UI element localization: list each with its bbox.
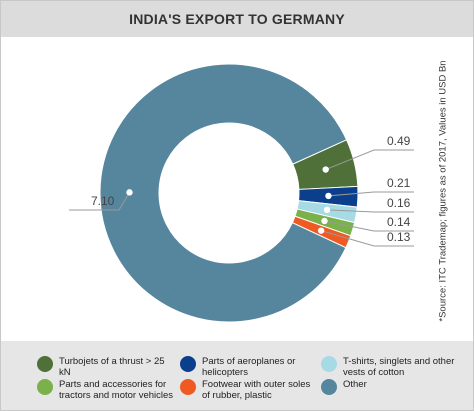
value-label-other: 7.10 — [91, 194, 115, 208]
legend-item-other: Other — [321, 379, 453, 395]
slice-marker-tshirts — [323, 206, 331, 214]
legend-swatch-tractor-parts — [37, 379, 53, 395]
chart-title: INDIA'S EXPORT TO GERMANY — [129, 11, 345, 27]
value-label-turbojets: 0.49 — [387, 134, 411, 148]
legend-item-aeroplane-parts: Parts of aeroplanes or helicopters — [180, 356, 302, 378]
value-label-aeroplane-parts: 0.21 — [387, 176, 411, 190]
leader-line-tshirts — [327, 209, 414, 213]
legend: Turbojets of a thrust > 25 kN Parts of a… — [1, 341, 473, 410]
legend-item-tractor-parts: Parts and accessories for tractors and m… — [37, 379, 179, 401]
legend-item-footwear: Footwear with outer soles of rubber, pla… — [180, 379, 314, 401]
legend-label-aeroplane-parts: Parts of aeroplanes or helicopters — [202, 356, 296, 378]
value-label-footwear: 0.13 — [387, 230, 411, 244]
value-label-tractor-parts: 0.14 — [387, 215, 411, 229]
legend-swatch-aeroplane-parts — [180, 356, 196, 372]
legend-item-tshirts: T-shirts, singlets and other vests of co… — [321, 356, 461, 378]
leader-line-turbojets — [325, 149, 414, 171]
legend-swatch-footwear — [180, 379, 196, 395]
slice-marker-aeroplane-parts — [325, 192, 332, 200]
leader-line-footwear — [320, 230, 414, 247]
legend-swatch-tshirts — [321, 356, 337, 372]
legend-label-other: Other — [343, 379, 367, 390]
slice-marker-tractor-parts — [321, 217, 328, 225]
legend-label-footwear: Footwear with outer soles of rubber, pla… — [202, 379, 311, 401]
donut-chart: 0.49 0.21 0.16 0.140.13 7.10 — [69, 63, 414, 323]
value-label-tshirts: 0.16 — [387, 196, 411, 210]
legend-label-tshirts: T-shirts, singlets and other vests of co… — [343, 356, 455, 378]
source-note: *Source: ITC Trademap; figures as of 201… — [437, 60, 449, 322]
leader-line-tractor-parts — [324, 220, 414, 232]
leader-line-other — [69, 192, 130, 211]
legend-swatch-other — [321, 379, 337, 395]
slice-marker-turbojets — [322, 166, 329, 173]
legend-item-turbojets: Turbojets of a thrust > 25 kN — [37, 356, 169, 378]
title-bar: INDIA'S EXPORT TO GERMANY — [1, 1, 473, 37]
legend-label-tractor-parts: Parts and accessories for tractors and m… — [59, 379, 174, 401]
slice-marker-footwear — [317, 227, 325, 234]
leader-line-aeroplane-parts — [328, 191, 414, 197]
legend-swatch-turbojets — [37, 356, 53, 372]
donut-slice-other — [99, 63, 348, 323]
slice-marker-other — [126, 189, 133, 196]
legend-label-turbojets: Turbojets of a thrust > 25 kN — [59, 356, 165, 378]
